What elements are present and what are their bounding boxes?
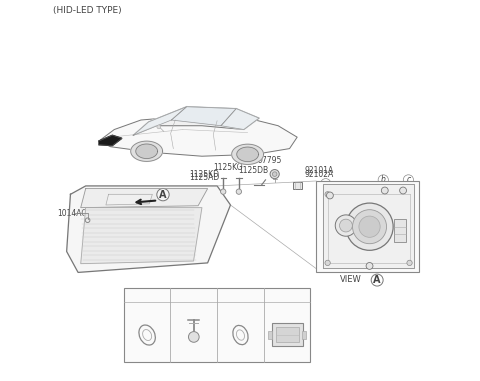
Polygon shape	[67, 186, 230, 272]
Circle shape	[325, 192, 330, 197]
Circle shape	[270, 170, 279, 179]
Circle shape	[236, 189, 241, 194]
Circle shape	[339, 219, 352, 232]
Polygon shape	[81, 189, 208, 208]
Circle shape	[335, 215, 357, 236]
Circle shape	[359, 216, 380, 237]
Polygon shape	[136, 144, 157, 158]
Circle shape	[272, 172, 277, 176]
Bar	[316, 181, 419, 272]
Polygon shape	[171, 107, 236, 126]
Polygon shape	[221, 109, 259, 130]
Text: 1125DB: 1125DB	[238, 166, 268, 175]
Bar	[293, 182, 302, 189]
Text: b: b	[173, 289, 179, 298]
Text: 1014AC: 1014AC	[57, 209, 87, 218]
Text: 1125KO: 1125KO	[213, 163, 242, 172]
Text: 18644E: 18644E	[135, 289, 164, 298]
Bar	[268, 331, 272, 339]
Circle shape	[407, 260, 412, 266]
Text: a: a	[324, 179, 328, 188]
Circle shape	[381, 187, 388, 194]
Polygon shape	[133, 107, 187, 135]
Text: d: d	[267, 289, 272, 298]
Text: 18641C: 18641C	[181, 289, 211, 298]
Polygon shape	[99, 135, 122, 146]
Text: 92102A: 92102A	[304, 170, 333, 179]
Text: 1125AD: 1125AD	[190, 173, 220, 182]
Text: d: d	[367, 258, 372, 267]
Circle shape	[325, 260, 330, 266]
Text: c: c	[406, 175, 410, 184]
Text: (HID-LED TYPE): (HID-LED TYPE)	[53, 6, 122, 15]
Text: a: a	[127, 289, 132, 298]
Bar	[124, 288, 311, 362]
Polygon shape	[81, 208, 202, 264]
Circle shape	[157, 125, 161, 129]
Circle shape	[400, 187, 407, 194]
Polygon shape	[106, 194, 152, 205]
Text: 18643D: 18643D	[228, 289, 258, 298]
Text: 97795: 97795	[258, 155, 282, 165]
Bar	[394, 219, 407, 242]
Text: A: A	[159, 190, 167, 200]
Polygon shape	[237, 147, 258, 162]
Text: 92101A: 92101A	[304, 166, 333, 175]
Bar	[272, 323, 303, 346]
Text: VIEW: VIEW	[340, 275, 362, 284]
Bar	[302, 331, 306, 339]
Polygon shape	[232, 144, 264, 165]
Circle shape	[346, 203, 393, 250]
Polygon shape	[131, 141, 163, 162]
Circle shape	[221, 189, 226, 194]
Text: 92190C: 92190C	[275, 289, 304, 298]
Text: c: c	[220, 289, 225, 298]
Circle shape	[189, 331, 199, 342]
Polygon shape	[323, 184, 415, 268]
Polygon shape	[99, 116, 297, 156]
Text: b: b	[381, 175, 386, 184]
Text: 1125KD: 1125KD	[190, 170, 219, 179]
Bar	[276, 327, 300, 342]
Circle shape	[326, 192, 333, 199]
Circle shape	[366, 263, 373, 269]
Polygon shape	[133, 107, 259, 135]
Text: A: A	[373, 275, 381, 285]
Circle shape	[352, 210, 386, 244]
